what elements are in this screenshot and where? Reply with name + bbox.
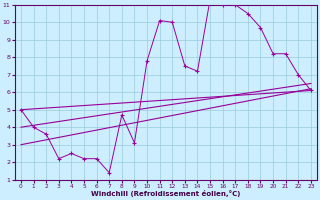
X-axis label: Windchill (Refroidissement éolien,°C): Windchill (Refroidissement éolien,°C) (91, 190, 241, 197)
